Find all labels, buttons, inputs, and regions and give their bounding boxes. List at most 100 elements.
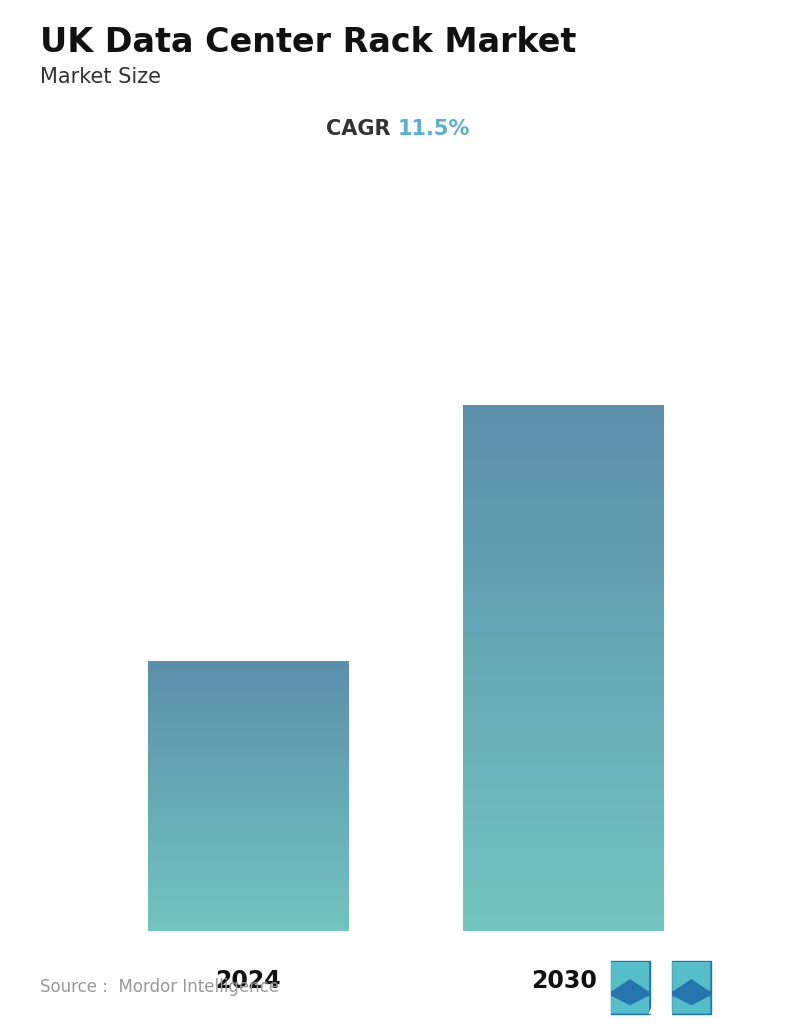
Bar <box>463 460 664 461</box>
Bar <box>463 459 664 460</box>
Bar <box>463 498 664 499</box>
Bar <box>463 794 664 795</box>
Bar <box>463 924 664 925</box>
Bar <box>463 688 664 689</box>
Bar <box>463 737 664 738</box>
Text: Market Size: Market Size <box>40 67 161 87</box>
Bar <box>463 820 664 822</box>
Bar <box>463 717 664 718</box>
Bar <box>463 798 664 799</box>
Bar <box>463 655 664 656</box>
Bar <box>463 512 664 513</box>
Bar <box>463 520 664 522</box>
Bar <box>463 434 664 435</box>
Bar <box>463 413 664 414</box>
Bar <box>463 665 664 667</box>
Bar <box>463 554 664 556</box>
Bar <box>463 422 664 423</box>
Bar <box>463 858 664 859</box>
Bar <box>463 503 664 504</box>
Bar <box>463 748 664 750</box>
Bar <box>463 446 664 447</box>
Bar <box>463 849 664 850</box>
Bar <box>463 626 664 627</box>
Bar <box>463 760 664 761</box>
Bar <box>463 927 664 930</box>
Bar <box>463 456 664 457</box>
Bar <box>463 895 664 896</box>
Bar <box>463 514 664 515</box>
Bar <box>463 587 664 589</box>
Bar <box>463 876 664 877</box>
Bar <box>463 632 664 634</box>
Bar <box>463 421 664 422</box>
Bar <box>463 631 664 632</box>
Bar <box>463 761 664 762</box>
Bar <box>463 804 664 805</box>
Bar <box>463 835 664 838</box>
Bar <box>463 500 664 503</box>
Bar <box>463 852 664 853</box>
Bar <box>463 543 664 544</box>
Bar <box>463 650 664 652</box>
Bar <box>463 510 664 512</box>
Bar <box>463 476 664 478</box>
Bar <box>463 833 664 834</box>
Bar <box>463 693 664 694</box>
Bar <box>463 709 664 711</box>
Bar <box>463 450 664 451</box>
Bar <box>463 732 664 733</box>
Bar <box>463 449 664 450</box>
Bar <box>463 643 664 644</box>
Bar <box>463 853 664 854</box>
Bar <box>463 708 664 709</box>
Bar <box>463 697 664 698</box>
Bar <box>463 916 664 917</box>
Bar <box>463 534 664 535</box>
Bar <box>463 517 664 518</box>
Bar <box>463 816 664 818</box>
Bar <box>463 722 664 723</box>
Bar <box>463 576 664 577</box>
Bar <box>463 702 664 703</box>
Bar <box>463 567 664 568</box>
Bar <box>463 549 664 551</box>
Bar <box>463 730 664 731</box>
Bar <box>463 677 664 678</box>
Bar <box>463 905 664 906</box>
Bar <box>463 504 664 505</box>
Bar <box>463 547 664 548</box>
Bar <box>463 864 664 866</box>
Bar <box>463 818 664 819</box>
Bar <box>463 664 664 665</box>
Bar <box>463 838 664 839</box>
Bar <box>463 848 664 849</box>
Bar <box>463 646 664 648</box>
Bar <box>463 690 664 692</box>
Bar <box>463 495 664 497</box>
Bar <box>463 486 664 488</box>
Bar <box>463 406 664 407</box>
Bar <box>463 541 664 542</box>
Bar <box>463 544 664 546</box>
Bar <box>463 431 664 432</box>
Bar <box>463 493 664 494</box>
Bar <box>463 653 664 655</box>
Bar <box>463 839 664 840</box>
Bar <box>463 454 664 455</box>
Bar <box>463 769 664 770</box>
Bar <box>463 526 664 527</box>
Bar <box>463 428 664 430</box>
Bar <box>463 786 664 787</box>
Bar <box>463 418 664 420</box>
Bar <box>463 718 664 719</box>
Bar <box>463 618 664 619</box>
Polygon shape <box>611 963 649 991</box>
Bar <box>463 917 664 919</box>
Bar <box>463 464 664 465</box>
Bar <box>463 906 664 907</box>
Bar <box>463 491 664 493</box>
Bar <box>463 614 664 615</box>
Bar <box>463 796 664 798</box>
Bar <box>463 899 664 901</box>
